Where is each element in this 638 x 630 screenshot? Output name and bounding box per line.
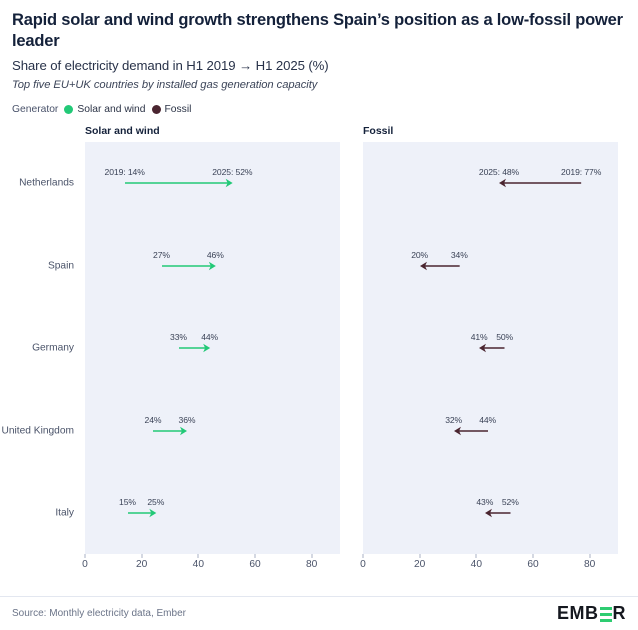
value-label-spain-end: 20% (411, 249, 429, 260)
ember-logo-striped-e-icon (599, 607, 612, 622)
value-label-germany-end: 44% (201, 332, 219, 343)
value-label-germany-start: 33% (170, 332, 187, 343)
value-label-netherlands-start: 2019: 14% (104, 167, 145, 178)
x-tick-mark (419, 554, 421, 559)
facet-title-fossil: Fossil (363, 125, 394, 138)
value-label-germany-end: 41% (470, 332, 488, 343)
value-label-italy-end: 25% (147, 497, 165, 508)
legend-item-fossil[interactable]: Fossil (151, 104, 192, 116)
arrow-glyph-icon (124, 179, 233, 188)
chart-note: Top five EU+UK countries by installed ga… (12, 79, 318, 92)
panel-fossil: 2019: 77% 2025: 48% 34% 20% 50% 41% 44% 32% 52% 4… (363, 142, 618, 555)
chart-subtitle: Share of electricity demand in H1 2019 →… (12, 58, 329, 74)
arrow-glyph-icon (453, 426, 488, 435)
value-label-spain-start: 27% (153, 249, 170, 260)
arrow-glyph-icon (178, 344, 210, 353)
value-label-spain-end: 46% (206, 249, 224, 260)
x-tick-mark (84, 554, 86, 559)
facet-fossil: Fossil 2019: 77% 2025: 48% 34% 20% 50% 41% 44%… (360, 125, 618, 577)
panel-solar-and-wind: 2019: 14% 2025: 52% 27% 46% 33% 44% 24% 36% 15% 2… (85, 142, 340, 555)
page-title: Rapid solar and wind growth strengthens … (12, 11, 623, 51)
y-axis-label-netherlands: Netherlands (19, 177, 74, 189)
x-tick-label: 0 (360, 559, 366, 571)
y-axis-label-germany: Germany (32, 342, 74, 354)
value-label-united-kingdom-start: 24% (144, 414, 162, 425)
arrow-glyph-icon (479, 344, 505, 353)
arrow-glyph-icon (127, 508, 156, 518)
x-tick-label: 40 (192, 559, 204, 571)
legend-label-fossil: Fossil (164, 104, 192, 116)
value-label-united-kingdom-end: 36% (178, 414, 196, 425)
legend-swatch-solar-and-wind (64, 105, 74, 115)
x-tick-mark (197, 554, 199, 559)
x-tick-mark (311, 554, 313, 559)
value-label-united-kingdom-end: 32% (445, 414, 463, 425)
x-tick-label: 60 (249, 559, 261, 571)
x-tick-label: 80 (305, 559, 318, 571)
legend-swatch-fossil (151, 105, 161, 115)
legend-item-solar-and-wind[interactable]: Solar and wind (64, 104, 146, 116)
source-label: Source: Monthly electricity data, Ember (12, 608, 186, 619)
x-tick-label: 60 (527, 559, 539, 571)
value-label-italy-end: 43% (476, 497, 494, 508)
value-label-italy-start: 52% (501, 497, 519, 508)
x-axis-solar-and-wind: 0 20 40 60 80 (82, 554, 340, 576)
legend-label-solar-and-wind: Solar and wind (77, 104, 146, 116)
x-tick-mark (475, 554, 477, 559)
value-label-netherlands-end: 2025: 48% (478, 167, 520, 178)
value-label-united-kingdom-start: 44% (479, 414, 497, 425)
legend-title: Generator (12, 104, 59, 116)
ember-logo-text-pre: EMB (557, 603, 599, 623)
x-tick-label: 0 (82, 559, 88, 571)
chart-footer: Source: Monthly electricity data, Ember … (0, 596, 638, 630)
x-tick-label: 20 (135, 559, 148, 571)
y-axis-label-spain: Spain (47, 260, 74, 272)
arrow-glyph-icon (161, 261, 216, 271)
chart-header: Rapid solar and wind growth strengthens … (0, 0, 638, 115)
x-tick-mark (141, 554, 143, 559)
x-tick-label: 40 (470, 559, 482, 571)
chart-plot-area: Netherlands Spain Germany United Kingdom Ita… (0, 125, 638, 577)
value-label-italy-start: 15% (119, 497, 136, 508)
x-tick-mark (254, 554, 256, 559)
y-axis: Netherlands Spain Germany United Kingdom Ita… (0, 142, 80, 554)
x-tick-label: 20 (413, 559, 426, 571)
ember-logo: EMB R (557, 603, 626, 624)
x-tick-mark (362, 554, 364, 559)
x-tick-mark (532, 554, 534, 559)
value-label-spain-start: 34% (450, 249, 468, 260)
facet-solar-and-wind: Solar and wind 2019: 14% 2025: 52% 27% 46% 3… (82, 125, 340, 577)
value-label-netherlands-end: 2025: 52% (212, 167, 253, 178)
y-axis-label-united-kingdom: United Kingdom (1, 425, 75, 437)
ember-logo-text-post: R (612, 603, 626, 623)
x-axis-fossil: 0 20 40 60 80 (360, 554, 618, 576)
value-label-germany-start: 50% (496, 332, 514, 343)
facet-title-solar-and-wind: Solar and wind (85, 125, 160, 138)
value-label-netherlands-start: 2019: 77% (561, 167, 602, 178)
arrow-glyph-icon (153, 426, 187, 435)
legend: Generator Solar and wind Fossil (12, 104, 626, 115)
arrow-glyph-icon (484, 508, 511, 518)
x-tick-label: 80 (583, 559, 596, 571)
y-axis-label-italy: Italy (55, 507, 74, 519)
arrow-glyph-icon (419, 261, 460, 271)
arrow-glyph-icon (499, 179, 582, 188)
x-tick-mark (589, 554, 591, 559)
